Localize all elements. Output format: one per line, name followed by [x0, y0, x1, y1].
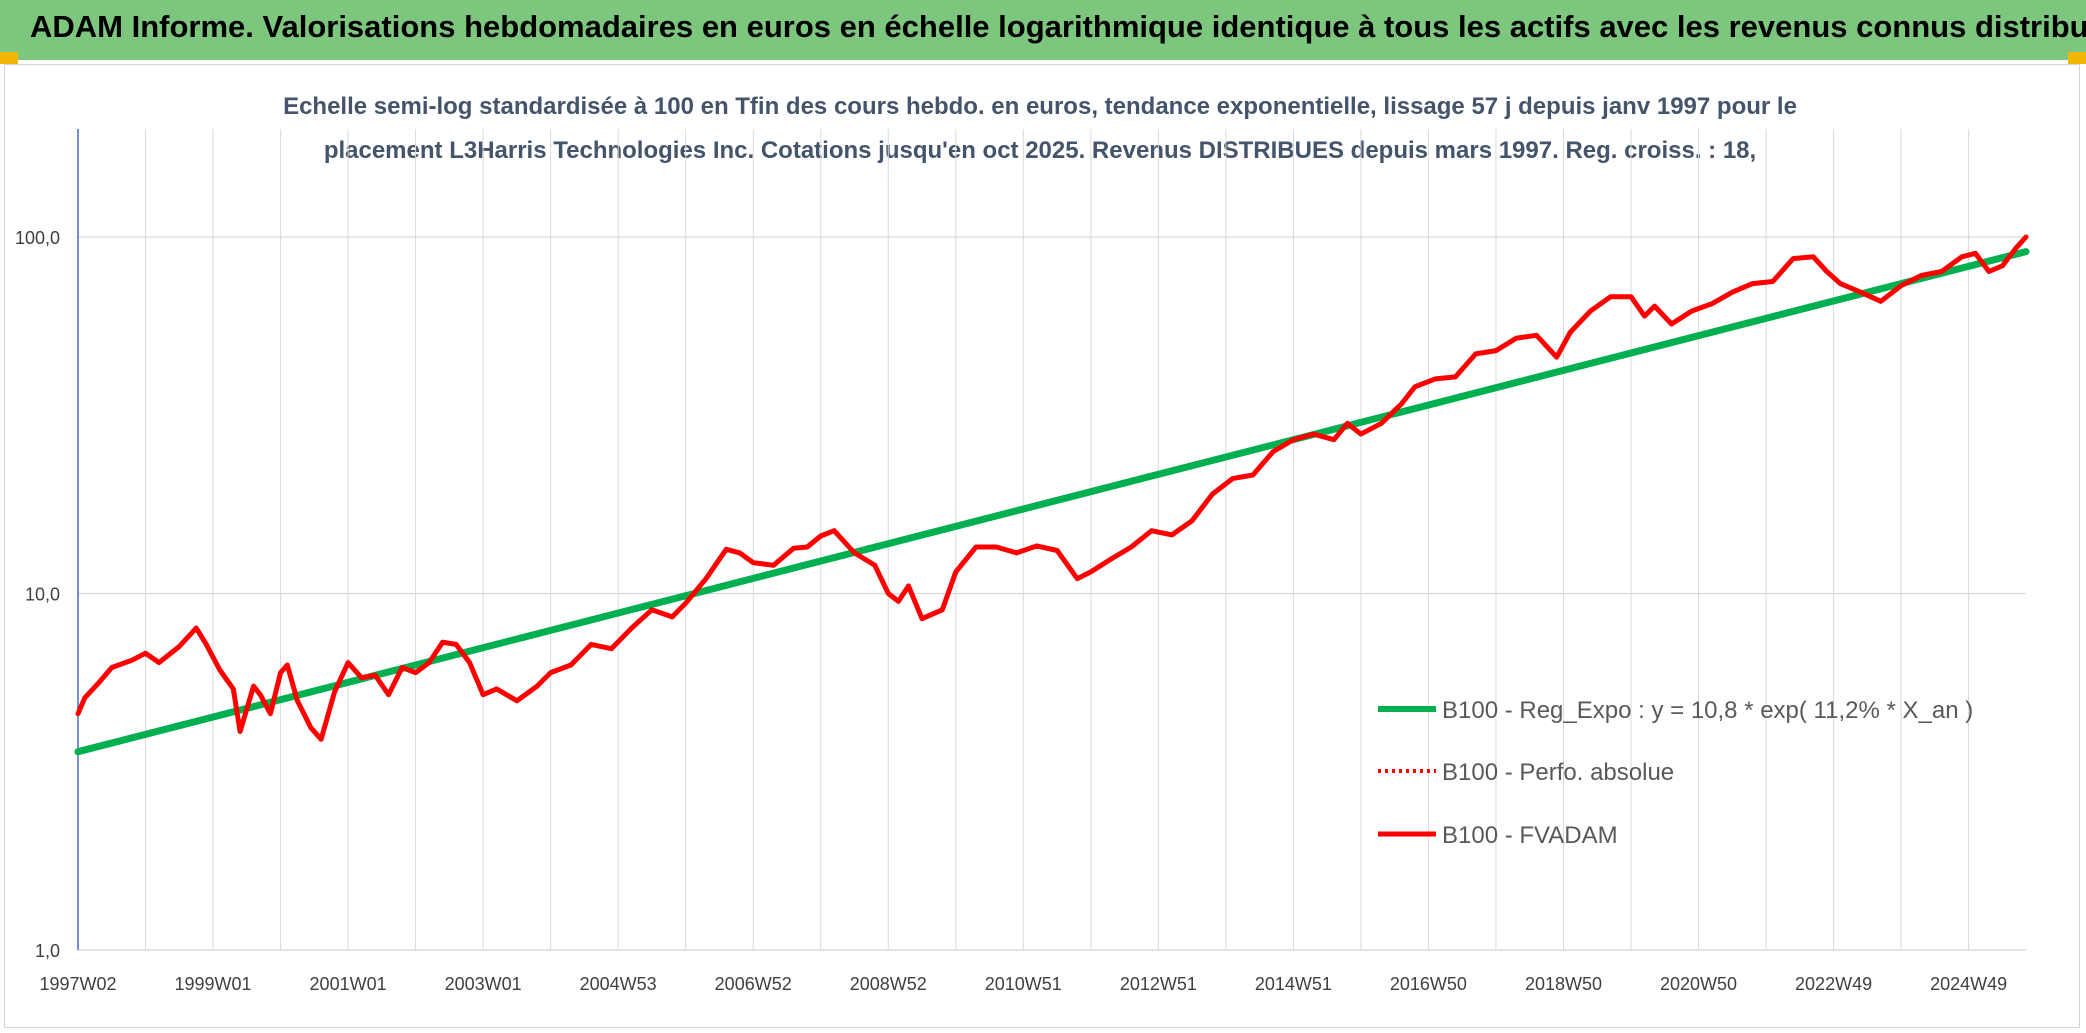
title-banner: ADAM Informe. Valorisations hebdomadaire… — [0, 0, 2086, 60]
vertical-gridlines — [77, 129, 2026, 951]
legend-label-perfo: B100 - Perfo. absolue — [1442, 759, 1674, 786]
x-tick-label: 1997W02 — [39, 974, 116, 994]
y-tick-label: 1,0 — [35, 941, 60, 961]
page-title: ADAM Informe. Valorisations hebdomadaire… — [30, 9, 2086, 44]
x-tick-label: 2004W53 — [580, 974, 657, 994]
x-tick-label: 1999W01 — [175, 974, 252, 994]
x-tick-label: 2024W49 — [1930, 974, 2007, 994]
x-tick-label: 2020W50 — [1660, 974, 1737, 994]
x-tick-label: 2022W49 — [1795, 974, 1872, 994]
x-tick-label: 2006W52 — [715, 974, 792, 994]
y-tick-label: 100,0 — [15, 228, 60, 248]
y-axis-ticks: 1,0 10,0 100,0 — [15, 228, 60, 961]
x-axis-ticks: 1997W02 1999W01 2001W01 2003W01 2004W53 2006W… — [39, 974, 2007, 994]
x-tick-label: 2012W51 — [1120, 974, 1197, 994]
corner-marker-left — [0, 52, 18, 64]
chart-frame — [4, 64, 2080, 1028]
series-line-fvadam — [75, 234, 2029, 742]
x-tick-label: 2001W01 — [310, 974, 387, 994]
legend-label-fvadam: B100 - FVADAM — [1442, 822, 1618, 849]
x-tick-label: 2010W51 — [985, 974, 1062, 994]
y-tick-label: 10,0 — [25, 585, 60, 605]
series-layer — [74, 234, 2030, 756]
legend-label-regression: B100 - Reg_Expo : y = 10,8 * exp( 11,2% … — [1442, 697, 1973, 724]
horizontal-gridlines — [78, 236, 2026, 951]
chart-subtitle-line-1: Echelle semi-log standardisée à 100 en T… — [283, 93, 1797, 120]
legend: B100 - Reg_Expo : y = 10,8 * exp( 11,2% … — [1378, 697, 1973, 849]
chart-subtitle-line-2: placement L3Harris Technologies Inc. Cot… — [324, 137, 1756, 164]
x-tick-label: 2008W52 — [850, 974, 927, 994]
x-tick-label: 2003W01 — [445, 974, 522, 994]
x-tick-label: 2018W50 — [1525, 974, 1602, 994]
corner-marker-right — [2068, 52, 2086, 64]
x-tick-label: 2016W50 — [1390, 974, 1467, 994]
x-tick-label: 2014W51 — [1255, 974, 1332, 994]
